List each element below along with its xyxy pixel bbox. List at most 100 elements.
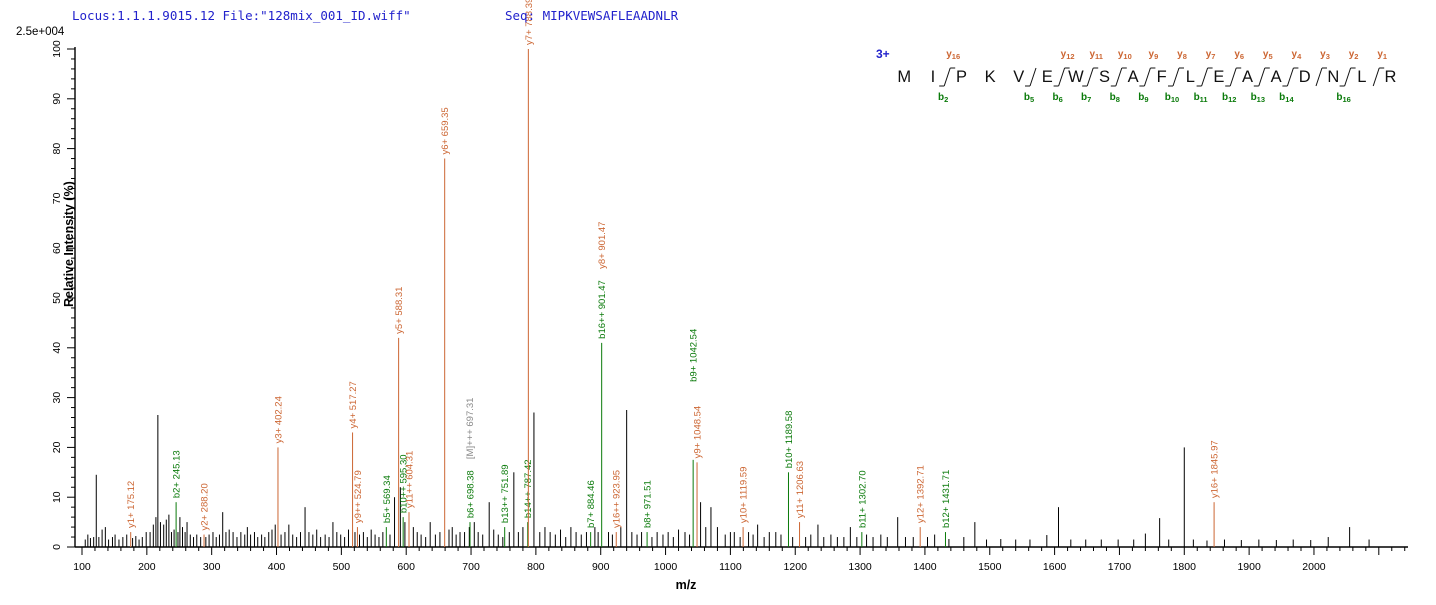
residue-letter: A [1271,68,1282,86]
fragment-cut-mark [1058,67,1066,87]
peak-label: y11+ 1206.63 [795,461,806,518]
y-tick-label: 80 [51,143,63,155]
residue-letter: D [1299,68,1311,86]
fragment-cut-mark [1115,67,1123,87]
peak-label: y16+ 1845.97 [1210,440,1221,498]
peak-label: y1+ 175.12 [126,481,137,528]
fragment-cut-mark [1286,67,1294,87]
x-tick-label: 900 [592,561,610,573]
x-tick-label: 1000 [654,561,678,573]
b-ion-map-label: b13 [1251,92,1265,104]
peak-label: b7+ 884.46 [586,480,597,528]
y-ion-map-label: y1 [1377,49,1387,61]
x-axis-title: m/z [676,578,697,592]
x-tick-label: 200 [138,561,156,573]
header-sequence: Seq: MIPKVEWSAFLEAADNLR [505,8,679,23]
peak-label: y12+ 1392.71 [916,465,927,523]
residue-letter: N [1327,68,1339,86]
residue-letter: V [1013,68,1024,86]
x-tick-label: 500 [333,561,351,573]
x-tick-label: 300 [203,561,221,573]
b-ion-map-label: b5 [1024,92,1034,104]
peak-label: b2+ 245.13 [172,450,183,498]
y-ion-map-label: y2 [1349,49,1359,61]
x-tick-label: 2000 [1302,561,1326,573]
b-ion-map-label: b11 [1194,92,1208,104]
residue-letter: F [1157,68,1167,86]
peak-label: y8+ 901.47 [597,222,608,269]
fragment-cut-mark [1201,67,1209,87]
residue-letter: S [1099,68,1110,86]
peak-label: b6+ 698.38 [465,470,476,518]
y-ion-map-label: y4 [1292,49,1303,61]
b-ion-map-label: b6 [1052,92,1062,104]
x-tick-label: 600 [397,561,415,573]
peak-label: b9+ 1042.54 [689,329,700,382]
axes: 100 200 300 400 500 600 700 800 900 1000 1100 1200 1… [51,40,1408,592]
fragment-cut-mark [1372,67,1380,87]
peak-label: b12+ 1431.71 [941,470,952,528]
fragment-cut-mark [1258,67,1266,87]
y-tick-label: 0 [51,544,63,550]
residue-letter: I [931,68,936,86]
y-tick-label: 30 [51,392,63,404]
y-ion-map-label: y3 [1320,49,1330,61]
x-tick-label: 1600 [1043,561,1067,573]
y-axis-scale-note: 2.5e+004 [16,26,65,38]
peak-label: b16++ 901.47 [597,280,608,339]
peak-label: y2+ 288.20 [200,483,211,530]
fragment-cut-mark [1315,67,1323,87]
peak-label: y5+ 588.31 [394,287,405,334]
y-ion-map-label: y6 [1234,49,1244,61]
peak-label: y9++ 524.79 [353,470,364,523]
x-tick-label: 1300 [848,561,872,573]
peak-label: y4+ 517.27 [348,381,359,428]
fragment-cut-mark [1029,67,1037,87]
y-ion-map-label: y8 [1177,49,1187,61]
fragment-cut-mark [1172,67,1180,87]
y-tick-label: 90 [51,93,63,105]
y-ion-map-label: y9 [1149,49,1159,61]
peak-label: y7+ 788.39 [524,0,535,45]
fragment-cut-mark [1143,67,1151,87]
y-ion-map-label: y10 [1118,49,1132,61]
residue-letter: M [897,68,911,86]
x-tick-label: 1400 [913,561,937,573]
peak-label: y6+ 659.35 [440,107,451,154]
labeled-peaks: y1+ 175.12 b2+ 245.13 y2+ 288.20 y3+ 402.24… [126,0,1221,547]
charge-state-label: 3+ [876,47,890,61]
b-ion-map-label: b2 [938,92,948,104]
residue-letter: A [1128,68,1139,86]
peak-label: b10++ 595.30 [399,454,410,513]
peak-label: y16++ 923.95 [612,470,623,528]
x-tick-label: 1200 [784,561,808,573]
residue-letter: P [956,68,967,86]
y-tick-label: 60 [51,242,63,254]
residue-letter: W [1068,68,1084,86]
peak-label: [M]+++ 697.31 [465,398,476,460]
y-tick-label: 40 [51,342,63,354]
fragment-cut-mark [943,67,951,87]
x-tick-label: 700 [462,561,480,573]
x-tick-label: 400 [268,561,286,573]
b-ion-map-label: b9 [1138,92,1148,104]
x-tick-label: 800 [527,561,545,573]
x-tick-label: 1500 [978,561,1002,573]
peak-label: b10+ 1189.58 [784,411,795,469]
residue-letter: L [1357,68,1366,86]
residue-letter: R [1385,68,1397,86]
y-tick-label: 50 [51,292,63,304]
fragment-cut-mark [1229,67,1237,87]
y-ion-map-label: y7 [1206,49,1216,61]
y-tick-label: 100 [51,40,63,58]
peak-label: y9+ 1048.54 [693,406,704,459]
b-ion-map-label: b10 [1165,92,1179,104]
noise-peaks [84,410,1370,547]
peak-label: b11+ 1302.70 [857,470,868,528]
residue-letter: E [1213,68,1224,86]
y-ion-map-label: y11 [1089,49,1103,61]
x-tick-label: 1700 [1108,561,1132,573]
residue-letter: A [1242,68,1253,86]
